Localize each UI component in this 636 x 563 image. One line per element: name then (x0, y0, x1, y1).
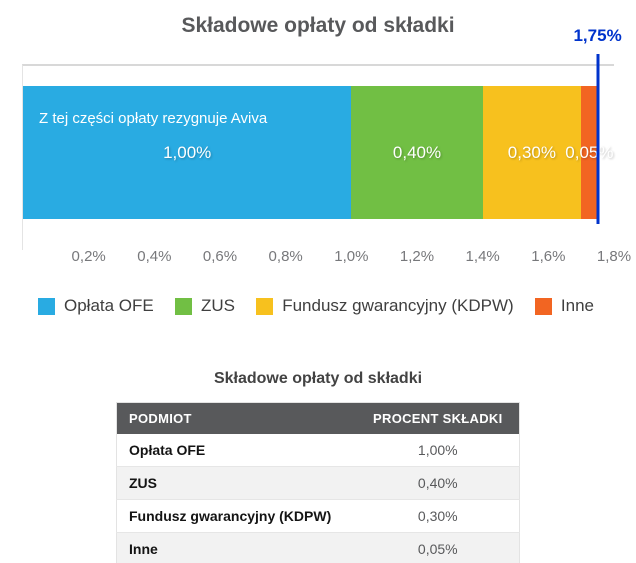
header-procent: PROCENT SKŁADKI (356, 402, 520, 434)
x-tick: 0,2% (71, 248, 106, 265)
fee-table-body: Opłata OFE 1,00% ZUS 0,40% Fundusz gwarancyj… (116, 434, 520, 563)
legend-label: ZUS (200, 296, 235, 315)
x-tick: 0,4% (137, 248, 172, 265)
segment-value-label: 0,40% (392, 142, 442, 162)
x-tick: 1,2% (399, 248, 435, 265)
table-row: ZUS 0,40% (116, 466, 520, 500)
legend-label: Opłata OFE (64, 296, 154, 315)
fee-table-head: PODMIOT PROCENT SKŁADKI (116, 402, 520, 434)
legend-swatch (534, 297, 552, 315)
cell-procent: 0,05% (356, 532, 520, 563)
x-tick: 0,6% (202, 248, 238, 265)
legend-swatch (38, 297, 55, 315)
legend-item: Inne (534, 296, 594, 316)
cell-podmiot: ZUS (116, 466, 357, 500)
x-tick: 1,0% (334, 248, 369, 265)
legend-item: Opłata OFE (38, 296, 154, 316)
fee-chart: 1,75% Z tej części opłaty rezygnuje Aviv… (22, 26, 631, 316)
legend: Opłata OFE ZUS Fundusz gwarancyjny (KDPW) I… (38, 296, 594, 316)
cell-procent: 0,30% (356, 499, 520, 533)
cell-podmiot: Inne (116, 532, 357, 563)
segment-value-label: 0,30% (507, 142, 556, 162)
header-podmiot: PODMIOT (116, 402, 357, 434)
x-axis: 0,2% 0,4% 0,6% 0,8% 1,0% 1,2% 1,4% 1,6% 1,8% (23, 248, 632, 268)
bar-segment-op-ata-ofe: 1,00% (23, 86, 352, 219)
legend-swatch (256, 297, 274, 315)
legend-swatch (174, 297, 192, 315)
segment-value-label: 1,00% (163, 142, 212, 162)
cell-podmiot: Opłata OFE (116, 434, 357, 467)
legend-item: ZUS (174, 296, 235, 316)
total-label: 1,75% (573, 26, 622, 45)
cell-procent: 0,40% (356, 466, 520, 500)
table-title: Składowe opłaty od składki (213, 370, 423, 387)
fee-table: PODMIOT PROCENT SKŁADKI Opłata OFE 1,00% Z… (116, 402, 520, 563)
table-row: Inne 0,05% (116, 532, 520, 563)
x-tick: 1,4% (465, 248, 500, 265)
plot-area: 1,75% Z tej części opłaty rezygnuje Aviv… (22, 26, 631, 265)
cell-procent: 1,00% (356, 434, 520, 467)
bar-segment-inne: 0,05% (565, 86, 613, 219)
legend-item: Fundusz gwarancyjny (KDPW) (256, 296, 514, 316)
cell-podmiot: Fundusz gwarancyjny (KDPW) (116, 499, 357, 533)
total-marker-line (596, 54, 600, 224)
legend-label: Inne (560, 296, 594, 315)
stacked-bar: Z tej części opłaty rezygnuje Aviva 1,00… (23, 86, 614, 219)
bar-segment-zus: 0,40% (351, 86, 483, 219)
x-tick: 1,6% (531, 248, 566, 265)
chart-title: Składowe opłaty od składki (181, 14, 455, 37)
bar-segment-fundusz-gwarancyjny-kdpw-: 0,30% (482, 86, 582, 219)
x-tick: 0,8% (268, 248, 303, 265)
annotation: Z tej części opłaty rezygnuje Aviva (39, 110, 268, 127)
x-tick: 1,8% (596, 248, 632, 265)
legend-label: Fundusz gwarancyjny (KDPW) (282, 296, 514, 315)
table-row: Opłata OFE 1,00% (116, 434, 520, 467)
table-row: Fundusz gwarancyjny (KDPW) 0,30% (116, 499, 520, 533)
header-row: PODMIOT PROCENT SKŁADKI (116, 402, 520, 434)
segment-value-label: 0,05% (565, 142, 614, 162)
